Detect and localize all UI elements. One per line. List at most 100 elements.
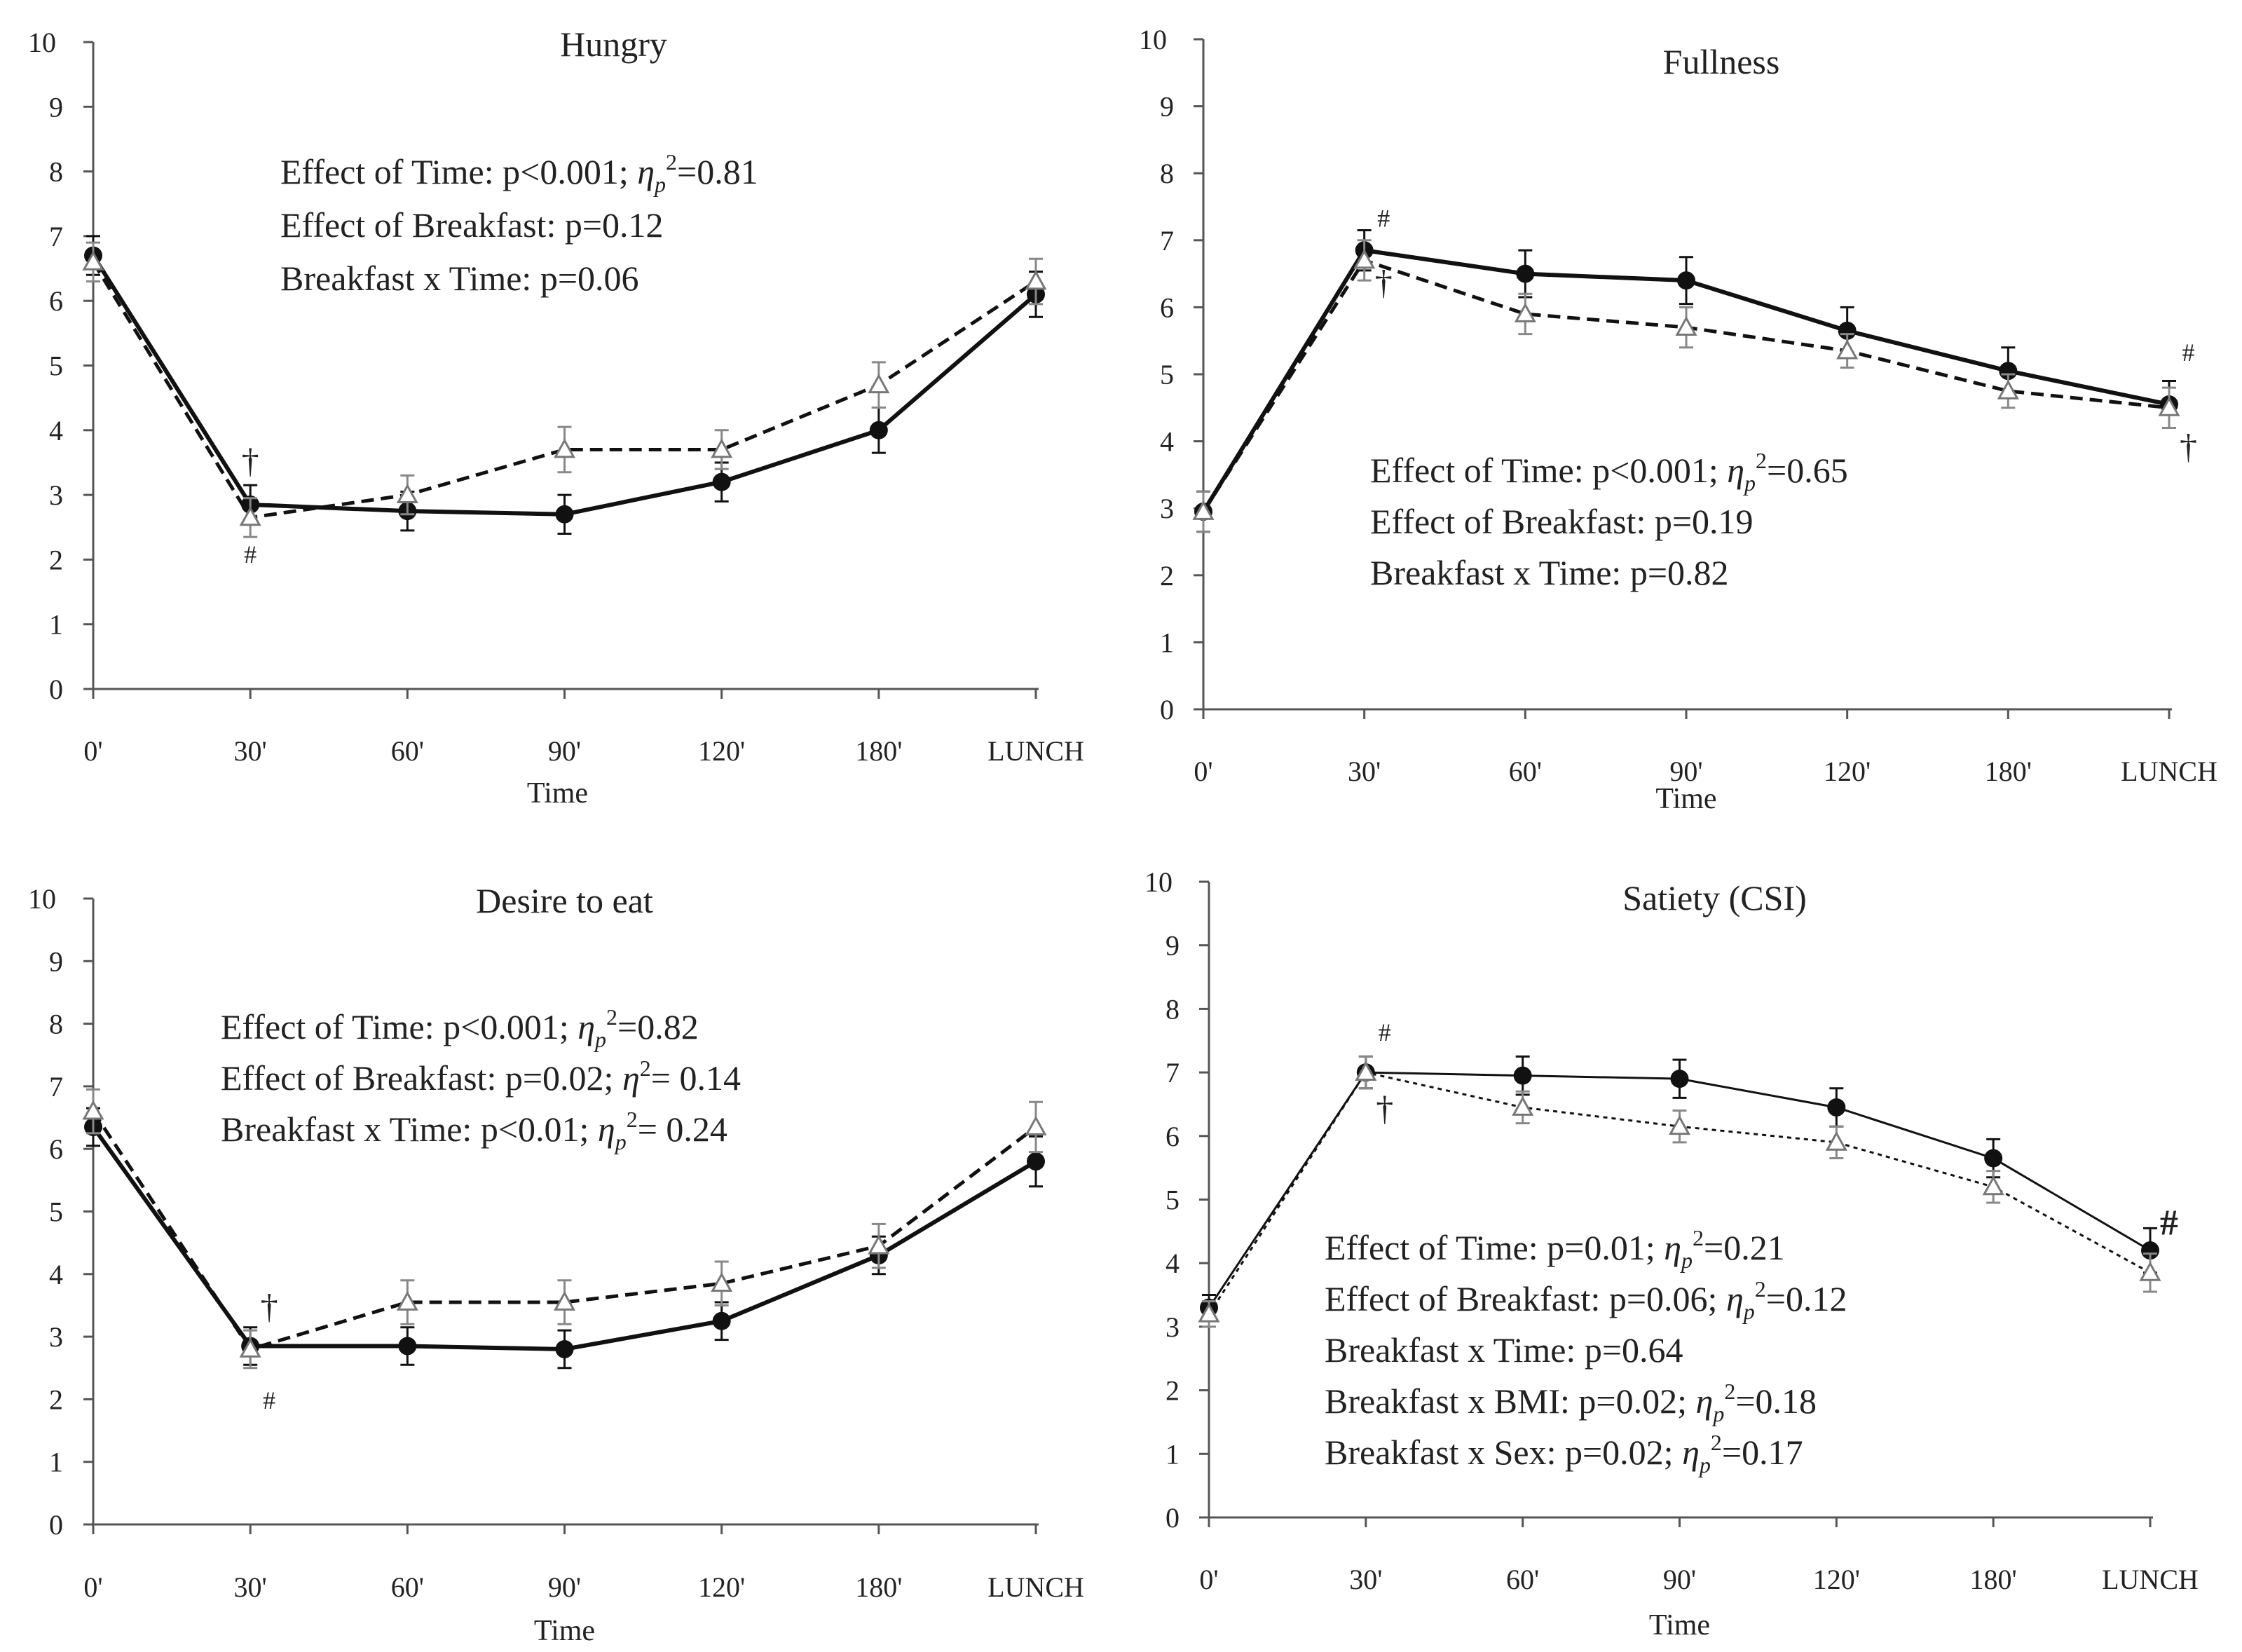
chart-panel-3: 0 1 2 3 4 5 6 7 8 9 10 0' 30' 60' 90' 120' 180' LUNCH Time… bbox=[28, 881, 1084, 1647]
y-tick-label: 1 bbox=[49, 1447, 63, 1478]
x-axis-title: Time bbox=[1655, 783, 1716, 815]
data-point-circle bbox=[869, 421, 888, 439]
stat-line: Effect of Breakfast: p=0.19 bbox=[1370, 502, 1754, 541]
data-point-circle bbox=[555, 505, 574, 524]
stat-line: Effect of Time: p<0.001; ηp2=0.81 bbox=[280, 149, 758, 197]
y-tick-label: 8 bbox=[1166, 993, 1180, 1025]
y-tick-label: 10 bbox=[28, 883, 56, 915]
data-point-circle bbox=[555, 1339, 574, 1358]
x-tick-label: 60' bbox=[391, 735, 424, 767]
x-tick-label: 90' bbox=[1669, 756, 1702, 787]
stat-line: Effect of Time: p<0.001; ηp2=0.65 bbox=[1370, 448, 1848, 496]
data-point-circle bbox=[1677, 271, 1695, 290]
data-point-triangle bbox=[711, 438, 733, 458]
x-tick-label: 180' bbox=[1970, 1564, 2017, 1595]
x-tick-label: 60' bbox=[391, 1571, 424, 1603]
data-point-triangle bbox=[1512, 1095, 1534, 1116]
y-tick-label: 5 bbox=[1166, 1185, 1180, 1216]
significance-marker: # bbox=[1377, 205, 1390, 233]
significance-marker: † bbox=[1376, 1088, 1393, 1128]
data-point-triangle bbox=[1982, 1175, 2004, 1196]
data-point-circle bbox=[1513, 1066, 1532, 1085]
significance-marker: # bbox=[2160, 1203, 2178, 1243]
y-tick-label: 2 bbox=[1160, 560, 1174, 592]
y-tick-label: 10 bbox=[1139, 24, 1167, 55]
y-tick-label: 7 bbox=[49, 1071, 63, 1103]
y-tick-label: 0 bbox=[1160, 694, 1174, 725]
data-point-circle bbox=[1999, 362, 2018, 381]
chart-panel-1: 0 1 2 3 4 5 6 7 8 9 10 0' 30' 60' 90' 120' 180' LUNCH Time… bbox=[28, 25, 1084, 810]
y-tick-label: 0 bbox=[49, 1509, 63, 1541]
data-point-triangle bbox=[239, 506, 261, 526]
data-point-circle bbox=[712, 1311, 731, 1330]
y-tick-label: 1 bbox=[1160, 627, 1174, 658]
data-point-triangle bbox=[868, 374, 890, 394]
y-tick-label: 8 bbox=[49, 1009, 63, 1040]
data-point-triangle bbox=[396, 484, 418, 503]
y-tick-label: 9 bbox=[1160, 91, 1174, 123]
y-tick-label: 7 bbox=[1160, 225, 1174, 257]
data-point-triangle bbox=[711, 1272, 733, 1292]
significance-marker: # bbox=[2182, 339, 2195, 367]
y-tick-label: 8 bbox=[49, 156, 63, 188]
y-tick-label: 6 bbox=[1166, 1121, 1180, 1152]
stat-line: Effect of Time: p=0.01; ηp2=0.21 bbox=[1325, 1225, 1785, 1273]
data-point-triangle bbox=[2139, 1261, 2161, 1281]
y-tick-label: 6 bbox=[1160, 292, 1174, 323]
significance-marker: † bbox=[1375, 262, 1393, 301]
y-tick-label: 5 bbox=[49, 350, 63, 382]
x-tick-label: 0' bbox=[83, 735, 102, 767]
chart-panel-2: 0 1 2 3 4 5 6 7 8 9 10 0' 30' 60' 90' 120' 180' LUNCH Time… bbox=[1139, 24, 2217, 815]
data-point-triangle bbox=[1355, 1061, 1377, 1081]
x-tick-label: 180' bbox=[1985, 756, 2032, 787]
y-tick-label: 6 bbox=[49, 285, 63, 317]
data-point-triangle bbox=[1675, 315, 1697, 336]
data-point-triangle bbox=[82, 1100, 104, 1120]
y-tick-label: 1 bbox=[1166, 1438, 1180, 1470]
y-tick-label: 5 bbox=[1160, 359, 1174, 390]
y-tick-label: 3 bbox=[1160, 493, 1174, 524]
chart-title: Desire to eat bbox=[476, 881, 653, 920]
y-tick-label: 7 bbox=[1166, 1057, 1180, 1088]
stat-line: Breakfast x Sex: p=0.02; ηp2=0.17 bbox=[1325, 1430, 1803, 1477]
y-tick-label: 6 bbox=[49, 1133, 63, 1165]
data-point-triangle bbox=[1025, 1115, 1047, 1135]
y-tick-label: 4 bbox=[1160, 426, 1174, 458]
data-point-triangle bbox=[82, 250, 104, 271]
series-line-2 bbox=[1208, 1071, 2151, 1315]
significance-marker: # bbox=[263, 1386, 275, 1414]
x-tick-label: 180' bbox=[855, 1571, 902, 1603]
data-point-circle bbox=[2141, 1241, 2159, 1260]
significance-marker: † bbox=[242, 441, 259, 480]
data-point-triangle bbox=[1025, 270, 1047, 290]
x-tick-label: 30' bbox=[234, 1571, 267, 1603]
data-point-triangle bbox=[239, 1337, 261, 1358]
stat-line: Effect of Time: p<0.001; ηp2=0.82 bbox=[221, 1004, 699, 1052]
data-point-circle bbox=[1838, 321, 1857, 340]
y-tick-label: 7 bbox=[49, 221, 63, 252]
y-tick-label: 4 bbox=[49, 1259, 63, 1290]
data-point-triangle bbox=[868, 1234, 890, 1255]
y-tick-label: 4 bbox=[1166, 1248, 1180, 1279]
data-point-triangle bbox=[1198, 1302, 1220, 1323]
data-point-triangle bbox=[1514, 302, 1536, 322]
significance-marker: # bbox=[244, 540, 257, 568]
chart-title: Satiety (CSI) bbox=[1622, 878, 1806, 917]
y-tick-label: 0 bbox=[1166, 1502, 1180, 1534]
chart-title: Hungry bbox=[560, 25, 667, 64]
data-point-triangle bbox=[396, 1290, 418, 1311]
data-point-triangle bbox=[1825, 1131, 1847, 1151]
data-point-circle bbox=[1827, 1098, 1846, 1117]
data-point-triangle bbox=[1192, 500, 1215, 520]
y-tick-label: 0 bbox=[49, 674, 63, 705]
data-point-triangle bbox=[553, 1290, 576, 1311]
significance-marker: † bbox=[2180, 427, 2197, 466]
stat-line: Breakfast x Time: p=0.64 bbox=[1325, 1330, 1683, 1370]
x-tick-label: 60' bbox=[1506, 1564, 1539, 1595]
significance-marker: # bbox=[1379, 1018, 1391, 1046]
x-tick-label: LUNCH bbox=[987, 1571, 1084, 1603]
stat-line: Effect of Breakfast: p=0.12 bbox=[280, 205, 664, 245]
y-tick-label: 3 bbox=[49, 479, 63, 511]
series-line-1 bbox=[1208, 1071, 2151, 1309]
